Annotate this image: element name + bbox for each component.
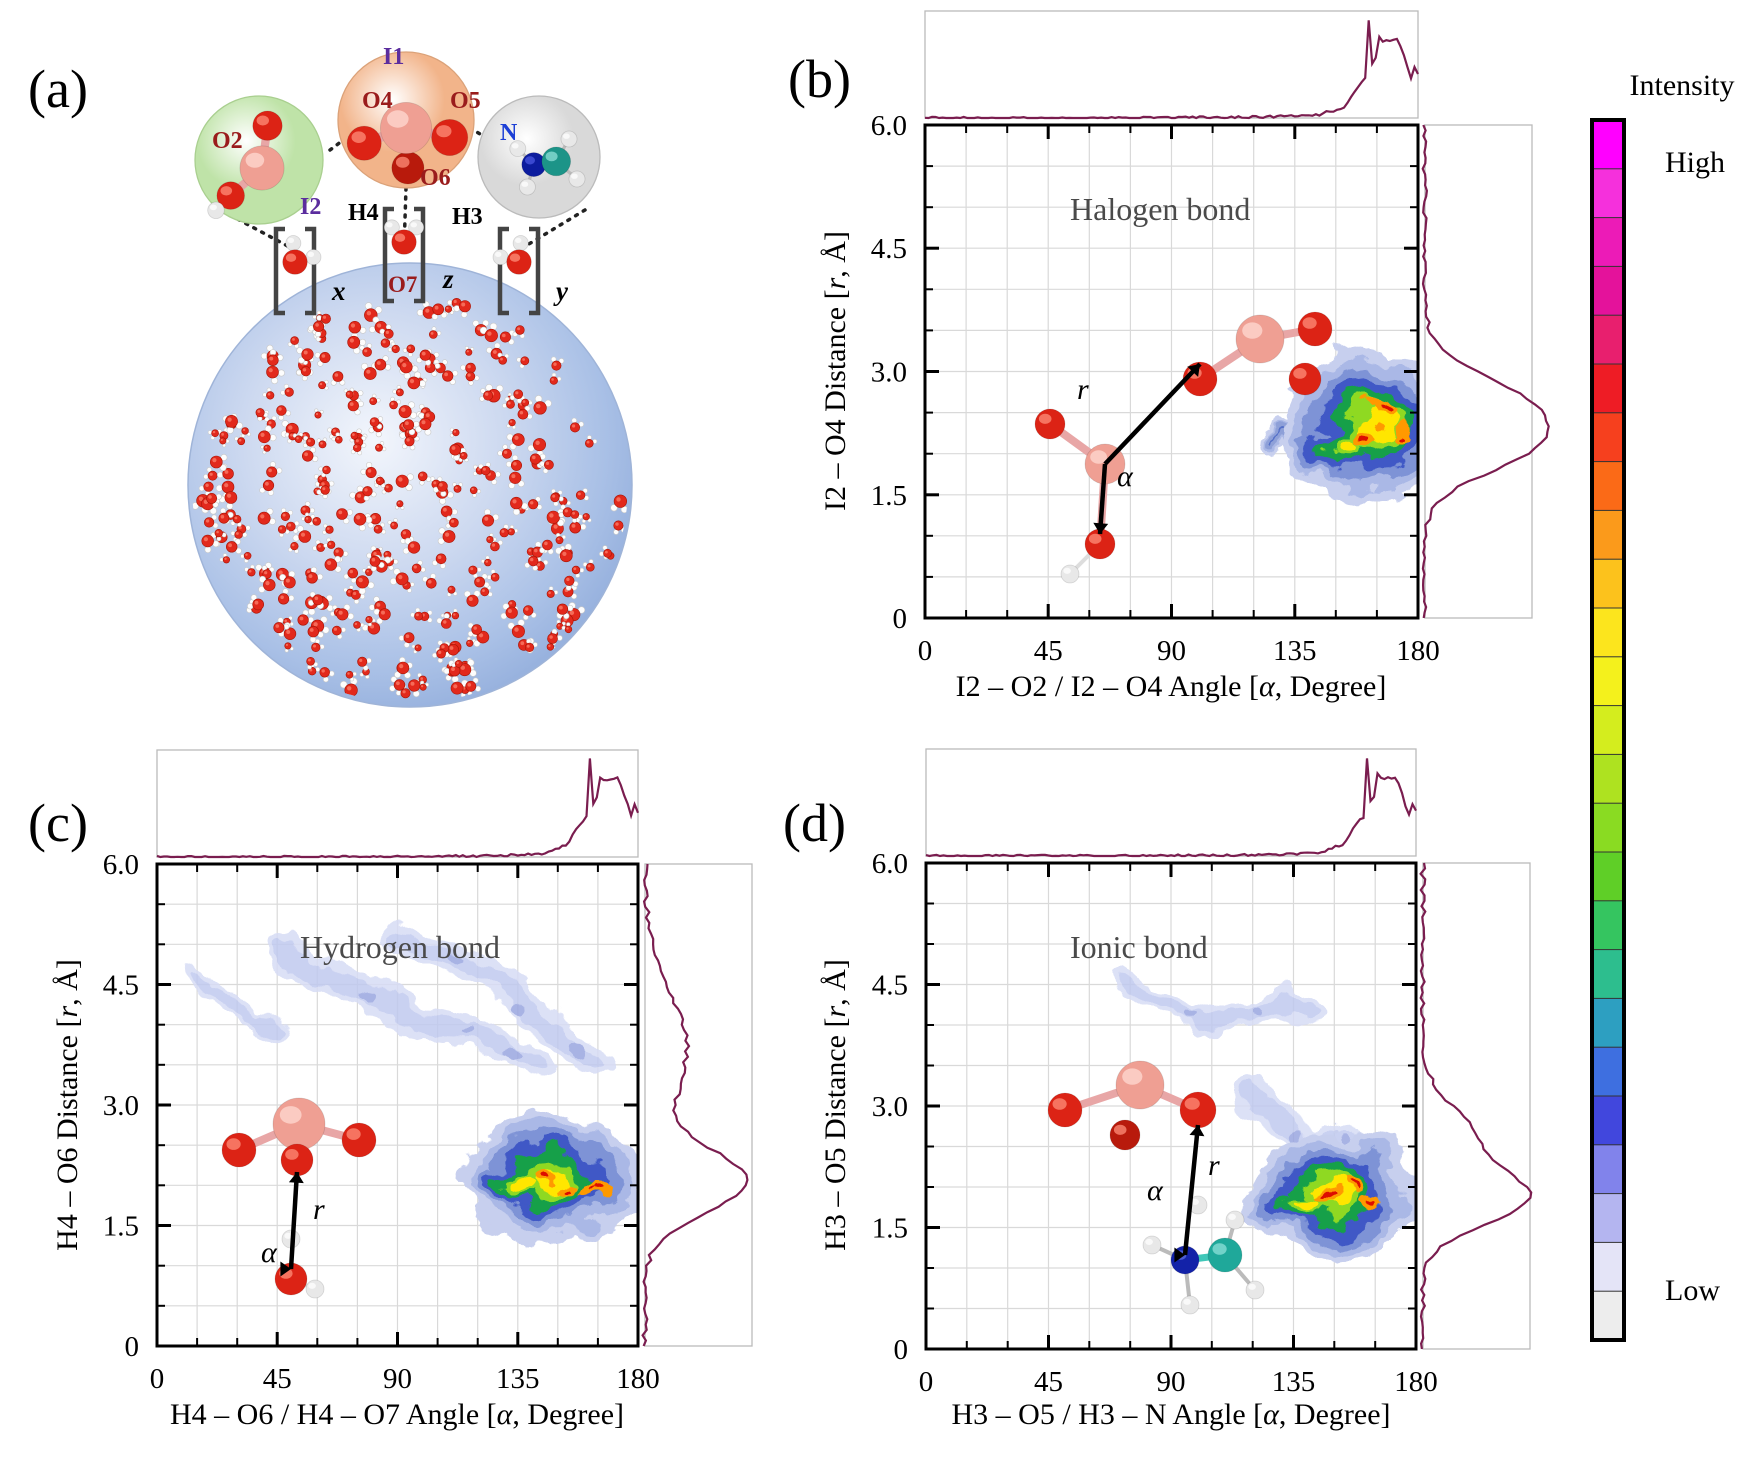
svg-text:O4: O4 — [362, 88, 393, 114]
svg-text:I1: I1 — [383, 44, 404, 70]
svg-text:H4: H4 — [348, 200, 379, 226]
svg-text:O5: O5 — [450, 88, 481, 114]
svg-text:O2: O2 — [212, 128, 243, 154]
svg-text:O7: O7 — [388, 272, 417, 297]
svg-text:N: N — [500, 120, 518, 146]
svg-text:I2: I2 — [300, 194, 321, 220]
svg-text:z: z — [442, 264, 454, 294]
svg-text:Low: Low — [1665, 1274, 1720, 1307]
svg-text:Intensity: Intensity — [1630, 69, 1735, 102]
svg-text:High: High — [1665, 146, 1725, 179]
svg-text:H3: H3 — [452, 204, 483, 230]
svg-text:O6: O6 — [420, 165, 451, 191]
svg-text:y: y — [553, 276, 569, 306]
svg-text:x: x — [331, 276, 346, 306]
